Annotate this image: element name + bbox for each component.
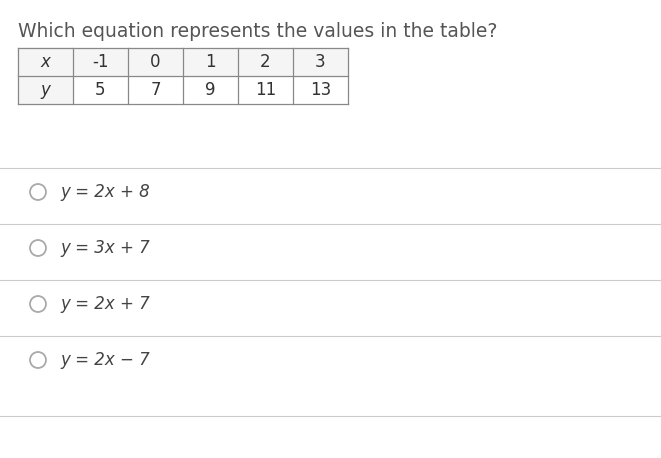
Text: 13: 13: [310, 81, 331, 99]
Text: y = 2x + 8: y = 2x + 8: [60, 183, 150, 201]
Text: 9: 9: [206, 81, 215, 99]
Text: 1: 1: [205, 53, 215, 71]
Bar: [18, 48, 73, 104]
Text: 2: 2: [260, 53, 271, 71]
Text: y: y: [40, 81, 50, 99]
Text: 11: 11: [255, 81, 276, 99]
Text: y = 2x + 7: y = 2x + 7: [60, 295, 150, 313]
Text: 5: 5: [95, 81, 106, 99]
Text: -1: -1: [93, 53, 109, 71]
Bar: [18, 48, 348, 76]
Text: y = 2x − 7: y = 2x − 7: [60, 351, 150, 369]
Text: x: x: [40, 53, 50, 71]
Text: 7: 7: [150, 81, 161, 99]
Text: 0: 0: [150, 53, 161, 71]
Text: Which equation represents the values in the table?: Which equation represents the values in …: [18, 22, 497, 41]
Text: y = 3x + 7: y = 3x + 7: [60, 239, 150, 257]
Text: 3: 3: [315, 53, 326, 71]
